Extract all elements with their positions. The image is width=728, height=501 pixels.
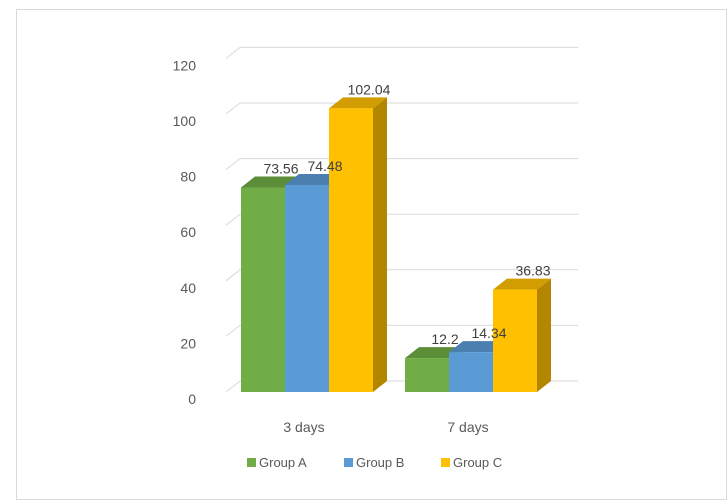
category-label-3-days: 3 days [283,419,324,435]
gridline-40 [225,269,578,282]
bar-group-c-7-days [493,278,551,392]
bar-front-face [329,108,373,392]
bar-top-face [241,176,299,188]
bars [241,97,551,392]
category-labels: 3 days 7 days [283,419,488,435]
y-tick-label-80: 80 [180,169,196,185]
bar-side-face [373,97,387,392]
bar-top-face [329,97,387,109]
bar-front-face [449,352,493,392]
data-label-group-c-7-days: 36.83 [515,263,550,279]
y-tick-label-20: 20 [180,335,196,351]
bar-front-face [241,187,285,392]
data-labels: 73.56 74.48 102.04 12.2 14.34 36.83 [263,81,550,347]
category-label-7-days: 7 days [447,419,488,435]
gridline-60 [225,213,578,226]
bar-group-c-3-days [329,97,387,392]
legend-item-group-c: Group C [441,455,502,470]
bar-front-face [405,358,449,392]
bar-top-face [405,347,463,359]
bar-front-face [493,289,537,392]
data-label-group-a-3-days: 73.56 [263,161,298,177]
legend-label: Group A [259,455,307,470]
y-tick-label-0: 0 [188,391,196,407]
legend-item-group-a: Group A [247,455,307,470]
bar-front-face [285,184,329,392]
gridline-100 [225,102,578,115]
legend-label: Group C [453,455,502,470]
data-label-group-a-7-days: 12.2 [431,331,458,347]
data-label-group-b-3-days: 74.48 [307,158,342,174]
legend-label: Group B [356,455,404,470]
y-tick-label-120: 120 [173,57,197,73]
legend-item-group-b: Group B [344,455,404,470]
y-axis-tick-labels: 0 20 40 60 80 100 120 [173,57,197,407]
bar-side-face [537,278,551,392]
bar-top-face [449,341,507,353]
gridline-20 [225,324,578,337]
legend-swatch [344,458,353,467]
y-tick-label-60: 60 [180,224,196,240]
data-label-group-b-7-days: 14.34 [471,325,506,341]
bar-top-face [493,278,551,290]
legend-swatch [441,458,450,467]
legend: Group A Group B Group C [247,455,502,470]
gridline-80 [225,158,578,170]
gridline-120 [225,46,578,59]
data-label-group-c-3-days: 102.04 [348,81,391,97]
legend-swatch [247,458,256,467]
y-tick-label-40: 40 [180,280,196,296]
bar-top-face [285,173,343,185]
y-tick-label-100: 100 [173,113,197,129]
